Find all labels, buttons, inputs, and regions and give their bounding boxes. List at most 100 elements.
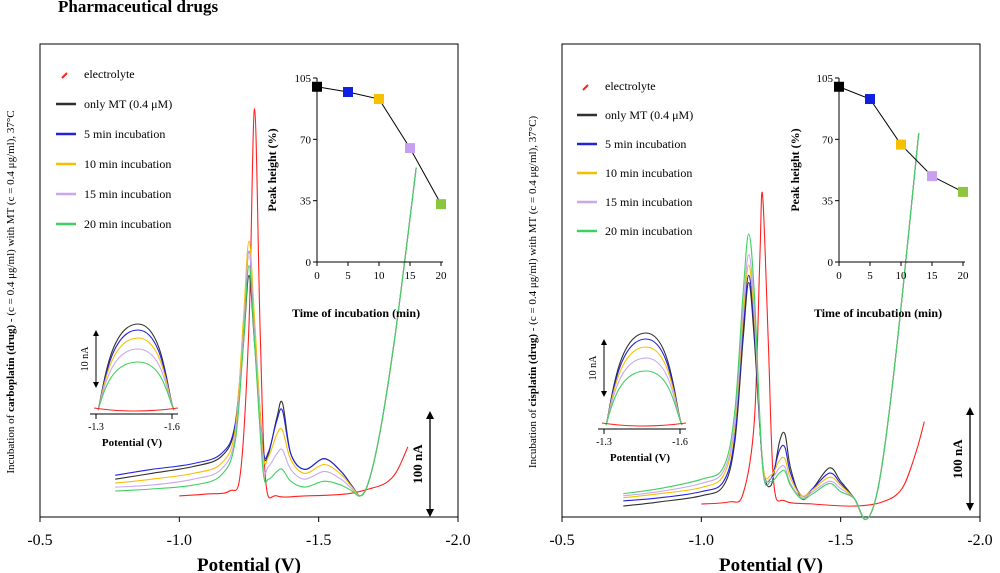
- scale-bar-arrow: [426, 411, 434, 419]
- peak-y-tick-label: 70: [822, 134, 834, 146]
- legend-label: 10 min incubation: [84, 157, 171, 171]
- inset-x-title: Potential (V): [102, 437, 163, 449]
- peak-y-tick-label: 0: [306, 257, 312, 269]
- series-line: [179, 108, 409, 499]
- peak-marker: [896, 139, 906, 150]
- y-axis-title-part: Incubation of: [5, 412, 17, 474]
- peak-x-tick-label: 10: [374, 270, 386, 282]
- legend-label: 20 min incubation: [84, 217, 171, 231]
- peak-y-tick-label: 105: [817, 73, 834, 85]
- inset-wave: [605, 338, 683, 426]
- inset-wave: [97, 329, 175, 411]
- peak-x-tick-label: 0: [836, 270, 842, 282]
- peak-x-tick-label: 20: [436, 270, 448, 282]
- peak-marker: [834, 81, 844, 92]
- legend-swatch: [61, 72, 68, 79]
- peak-x-tick-label: 15: [927, 270, 939, 282]
- inset-wave: [97, 361, 175, 411]
- legend-label: only MT (0.4 μM): [605, 108, 693, 122]
- peak-marker: [927, 171, 937, 182]
- legend-swatch: [582, 84, 589, 91]
- peak-marker: [405, 143, 415, 154]
- x-tick-label: -1.0: [689, 532, 714, 549]
- peak-marker: [436, 199, 446, 210]
- inset-scale-label: 10 nA: [588, 355, 599, 381]
- scale-bar-arrow: [966, 407, 974, 415]
- scale-bar-label: 100 nA: [950, 439, 965, 479]
- inset-wave: [97, 348, 175, 411]
- peak-y-tick-label: 35: [822, 196, 834, 208]
- legend-label: only MT (0.4 μM): [84, 97, 172, 111]
- figure-heading: Pharmaceutical drugs: [58, 0, 219, 16]
- x-tick-label: -0.5: [27, 532, 52, 549]
- inset-scale-label: 10 nA: [80, 346, 91, 372]
- x-tick-label: -1.0: [167, 532, 192, 549]
- peak-y-title: Peak height (%): [788, 128, 802, 211]
- inset-x-tick-label: -1.3: [596, 437, 612, 448]
- peak-y-tick-label: 35: [300, 196, 312, 208]
- inset-x-tick-label: -1.3: [88, 422, 104, 433]
- legend-label: electrolyte: [84, 67, 135, 81]
- y-axis-title-part: cisplatin (drug): [527, 334, 539, 407]
- x-tick-label: -1.5: [828, 532, 853, 549]
- y-axis-title-part: - (c = 0.4 μg/ml) with MT (c = 0.4 μg/ml…: [5, 110, 17, 324]
- y-axis-title: Incubation of carboplatin (drug) - (c = …: [5, 110, 17, 473]
- y-axis-title-part: Incubation of: [527, 406, 539, 468]
- inset-wave: [605, 370, 683, 426]
- peak-x-title: Time of incubation (min): [292, 306, 420, 320]
- plot-frame: [39, 43, 459, 518]
- inset-wave: [605, 346, 683, 426]
- peak-y-tick-label: 105: [295, 73, 312, 85]
- inset-scale-arrow: [601, 391, 607, 397]
- inset-wave: [97, 337, 175, 411]
- legend-label: 10 min incubation: [605, 166, 692, 180]
- x-tick-label: -2.0: [967, 532, 992, 549]
- legend-label: 5 min incubation: [84, 127, 165, 141]
- legend-label: electrolyte: [605, 79, 656, 93]
- x-axis-title: Potential (V): [719, 555, 823, 573]
- y-axis-title-part: - (c = 0.4 μg/ml) with MT (c = 0.4 μg/ml…: [527, 116, 539, 334]
- peak-y-tick-label: 0: [828, 257, 834, 269]
- x-tick-label: -1.5: [306, 532, 331, 549]
- y-axis-title-part: carboplatin (drug): [5, 325, 17, 412]
- peak-line: [838, 86, 964, 193]
- series-line: [623, 133, 920, 521]
- inset-scale-arrow: [93, 382, 99, 388]
- peak-marker: [312, 81, 322, 92]
- y-axis-title: Incubation of cisplatin (drug) - (c = 0.…: [527, 116, 539, 469]
- peak-marker: [374, 94, 384, 105]
- peak-x-tick-label: 0: [314, 270, 320, 282]
- inset-scale-arrow: [601, 339, 607, 345]
- legend-label: 5 min incubation: [605, 137, 686, 151]
- series-line: [115, 167, 417, 497]
- x-axis-title: Potential (V): [197, 555, 301, 573]
- inset-wave: [605, 357, 683, 426]
- peak-y-title: Peak height (%): [265, 128, 279, 211]
- peak-x-tick-label: 5: [867, 270, 873, 282]
- peak-x-tick-label: 5: [345, 270, 351, 282]
- peak-y-tick-label: 70: [300, 134, 312, 146]
- peak-x-tick-label: 20: [958, 270, 970, 282]
- panel-cisplatin: -0.5 -1.0 -1.5 -2.0 Potential (V) Incubation …: [527, 43, 993, 573]
- inset-x-tick-label: -1.6: [164, 422, 180, 433]
- peak-line: [316, 86, 442, 205]
- inset-x-tick-label: -1.6: [672, 437, 688, 448]
- scale-bar-label: 100 nA: [410, 444, 425, 484]
- x-tick-label: -0.5: [549, 532, 574, 549]
- inset-x-title: Potential (V): [610, 452, 671, 464]
- peak-x-tick-label: 10: [896, 270, 908, 282]
- peak-marker: [865, 94, 875, 105]
- scale-bar-arrow: [426, 509, 434, 517]
- panel-carboplatin: -0.5 -1.0 -1.5 -2.0 Potential (V) Incubation …: [5, 43, 471, 573]
- legend-label: 20 min incubation: [605, 224, 692, 238]
- peak-marker: [343, 87, 353, 98]
- scale-bar-arrow: [966, 503, 974, 511]
- peak-x-tick-label: 15: [405, 270, 417, 282]
- x-tick-label: -2.0: [445, 532, 470, 549]
- inset-wave-baseline: [601, 422, 687, 427]
- plot-frame: [561, 43, 981, 518]
- inset-wave-baseline: [93, 407, 179, 412]
- peak-x-title: Time of incubation (min): [814, 306, 942, 320]
- peak-marker: [958, 186, 968, 197]
